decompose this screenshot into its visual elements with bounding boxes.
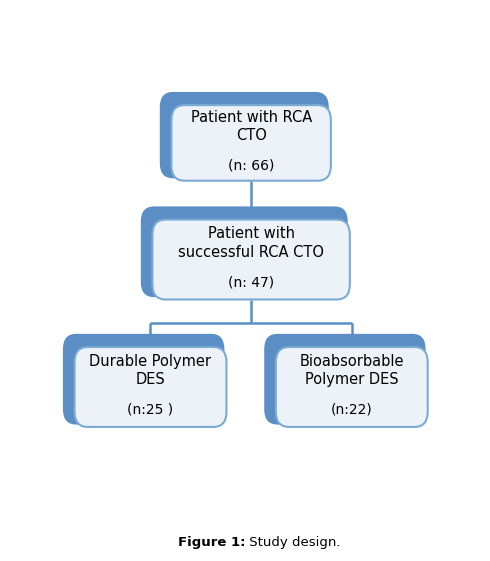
Text: Patient with
successful RCA CTO: Patient with successful RCA CTO (178, 226, 324, 260)
FancyBboxPatch shape (141, 206, 348, 297)
Text: Figure 1:: Figure 1: (177, 536, 245, 549)
Text: Durable Polymer
DES: Durable Polymer DES (90, 354, 212, 387)
Text: (n: 66): (n: 66) (228, 158, 274, 172)
Text: Patient with RCA
CTO: Patient with RCA CTO (191, 110, 312, 143)
FancyBboxPatch shape (152, 219, 350, 300)
FancyBboxPatch shape (74, 347, 226, 427)
FancyBboxPatch shape (63, 334, 224, 425)
FancyBboxPatch shape (264, 334, 426, 425)
Text: Bioabsorbable
Polymer DES: Bioabsorbable Polymer DES (299, 354, 404, 387)
FancyBboxPatch shape (276, 347, 428, 427)
FancyBboxPatch shape (172, 105, 331, 181)
Text: (n:22): (n:22) (331, 402, 372, 416)
Text: Study design.: Study design. (245, 536, 341, 549)
Text: (n: 47): (n: 47) (228, 275, 274, 289)
FancyBboxPatch shape (160, 92, 329, 178)
Text: (n:25 ): (n:25 ) (127, 402, 173, 416)
